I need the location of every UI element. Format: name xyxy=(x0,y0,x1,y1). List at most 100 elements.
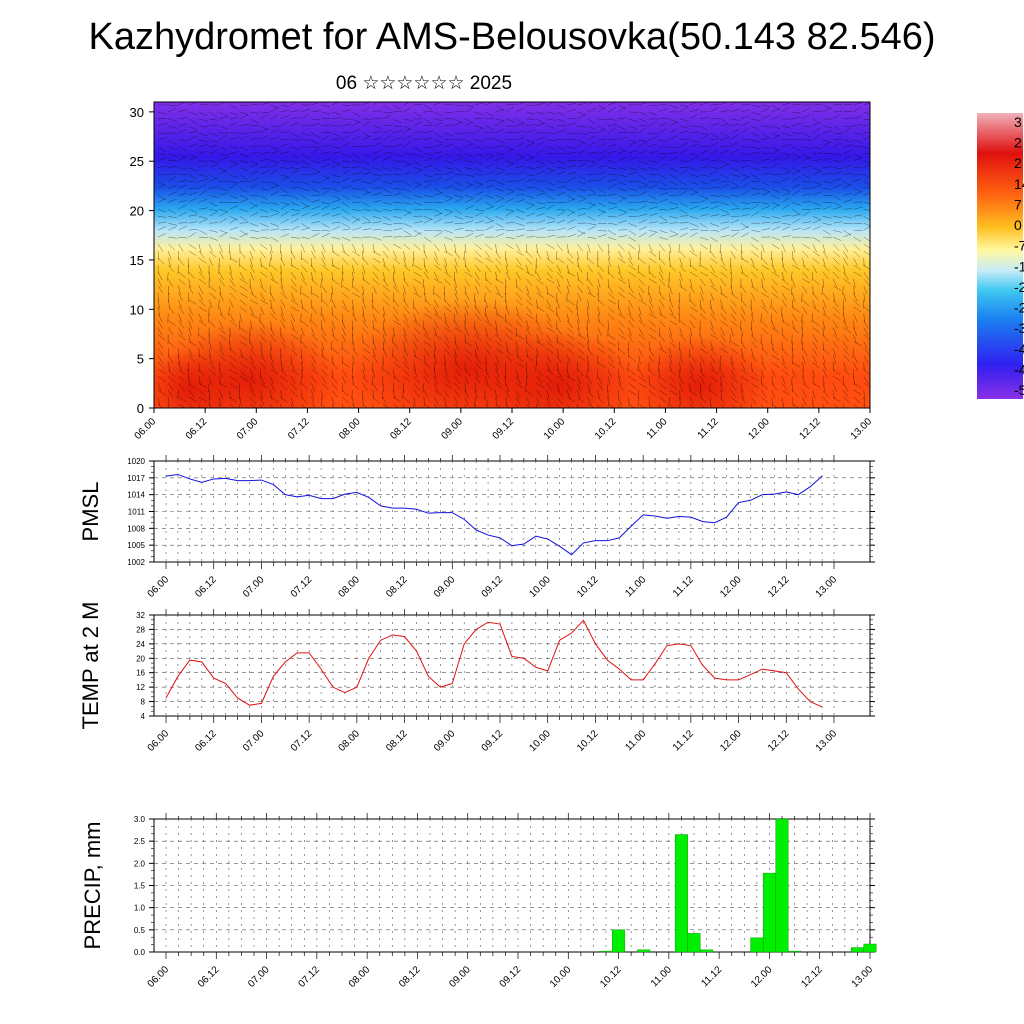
wind-barb xyxy=(320,278,322,288)
precip-bar xyxy=(599,950,613,953)
wind-barb xyxy=(198,389,206,397)
wind-barb xyxy=(352,120,361,127)
wind-barb xyxy=(822,181,832,184)
wind-barb xyxy=(229,341,231,351)
wind-barb xyxy=(607,127,616,134)
wind-barb xyxy=(689,102,697,106)
wind-barb xyxy=(382,306,386,316)
wind-barb xyxy=(260,320,265,329)
wind-barb xyxy=(689,222,699,227)
wind-barb xyxy=(669,104,679,108)
wind-barb xyxy=(372,327,381,333)
wind-barb xyxy=(393,153,403,157)
wind-barb xyxy=(464,104,474,108)
wind-barb xyxy=(730,327,734,337)
wind-barb xyxy=(771,226,781,231)
wind-barb xyxy=(280,211,289,217)
wind-barb xyxy=(207,313,210,323)
wind-barb xyxy=(260,223,269,228)
wind-barb xyxy=(249,264,255,273)
wind-barb xyxy=(239,397,242,407)
wind-barb xyxy=(822,125,832,129)
wind-barb xyxy=(710,214,720,217)
wind-barb xyxy=(740,320,742,330)
wind-barb xyxy=(403,235,413,238)
wind-barb xyxy=(751,118,761,122)
wind-barb xyxy=(720,160,729,166)
wind-barb xyxy=(495,233,504,238)
wind-barb xyxy=(618,209,627,213)
wind-barb xyxy=(730,292,738,299)
wind-barb xyxy=(321,229,331,232)
wind-barb xyxy=(648,334,657,340)
wind-barb xyxy=(393,341,399,350)
wind-barb xyxy=(710,178,719,182)
wind-barb xyxy=(843,389,849,398)
wind-barb xyxy=(495,382,503,389)
wind-barb xyxy=(239,264,247,272)
wind-barb xyxy=(270,228,280,231)
wind-barb xyxy=(352,178,362,182)
wind-barb xyxy=(403,118,413,121)
wind-barb xyxy=(740,341,746,350)
wind-barb xyxy=(178,222,188,224)
wind-barb xyxy=(556,376,565,382)
wind-barb xyxy=(341,244,345,253)
wind-barb xyxy=(812,334,818,343)
wind-barb xyxy=(413,306,420,315)
wind-barb xyxy=(270,251,273,260)
wind-barb xyxy=(822,271,829,280)
wind-barb xyxy=(659,376,667,383)
wind-barb xyxy=(536,348,539,358)
wind-barb xyxy=(679,125,689,129)
wind-barb xyxy=(168,139,177,145)
wind-barb xyxy=(464,369,471,377)
wind-barb xyxy=(577,396,585,404)
wind-barb xyxy=(802,211,811,217)
wind-barb xyxy=(751,211,760,217)
wind-barb xyxy=(229,362,237,369)
wind-barb xyxy=(198,160,208,163)
wind-barb xyxy=(515,313,523,321)
wind-barb xyxy=(526,129,535,134)
wind-barb xyxy=(628,313,634,322)
wind-barb xyxy=(648,221,658,224)
wind-barb xyxy=(474,243,483,250)
wind-barb xyxy=(444,236,453,241)
wind-barb xyxy=(239,313,242,323)
wind-barb xyxy=(710,142,719,147)
wind-barb xyxy=(239,114,248,120)
wind-barb xyxy=(209,202,218,207)
wind-barb xyxy=(802,153,811,159)
wind-barb xyxy=(474,313,481,321)
wind-barb xyxy=(270,292,275,302)
wind-barb xyxy=(362,271,365,281)
wind-barb xyxy=(239,348,243,358)
wind-barb xyxy=(434,389,442,396)
wind-barb xyxy=(710,205,719,210)
wind-barb xyxy=(679,188,689,190)
wind-barb xyxy=(219,157,228,161)
wind-barb xyxy=(178,155,187,161)
wind-barb xyxy=(618,250,624,259)
wind-barb xyxy=(209,150,218,154)
wind-barb xyxy=(444,211,453,217)
wind-barb xyxy=(474,362,482,370)
wind-barb xyxy=(761,244,765,253)
wind-barb xyxy=(699,396,707,404)
temperature-series-line xyxy=(165,619,823,708)
wind-barb xyxy=(464,233,474,238)
wind-barb xyxy=(710,313,717,321)
wind-barb xyxy=(659,222,669,224)
wind-barb xyxy=(536,188,545,193)
wind-barb xyxy=(311,334,319,341)
wind-barb xyxy=(485,355,488,365)
wind-barb xyxy=(157,216,167,218)
wind-barb xyxy=(311,390,315,399)
wind-barb xyxy=(637,362,639,372)
wind-barb xyxy=(802,157,811,161)
wind-barb xyxy=(720,285,723,295)
wind-barb xyxy=(270,222,280,227)
wind-barb xyxy=(587,264,593,273)
